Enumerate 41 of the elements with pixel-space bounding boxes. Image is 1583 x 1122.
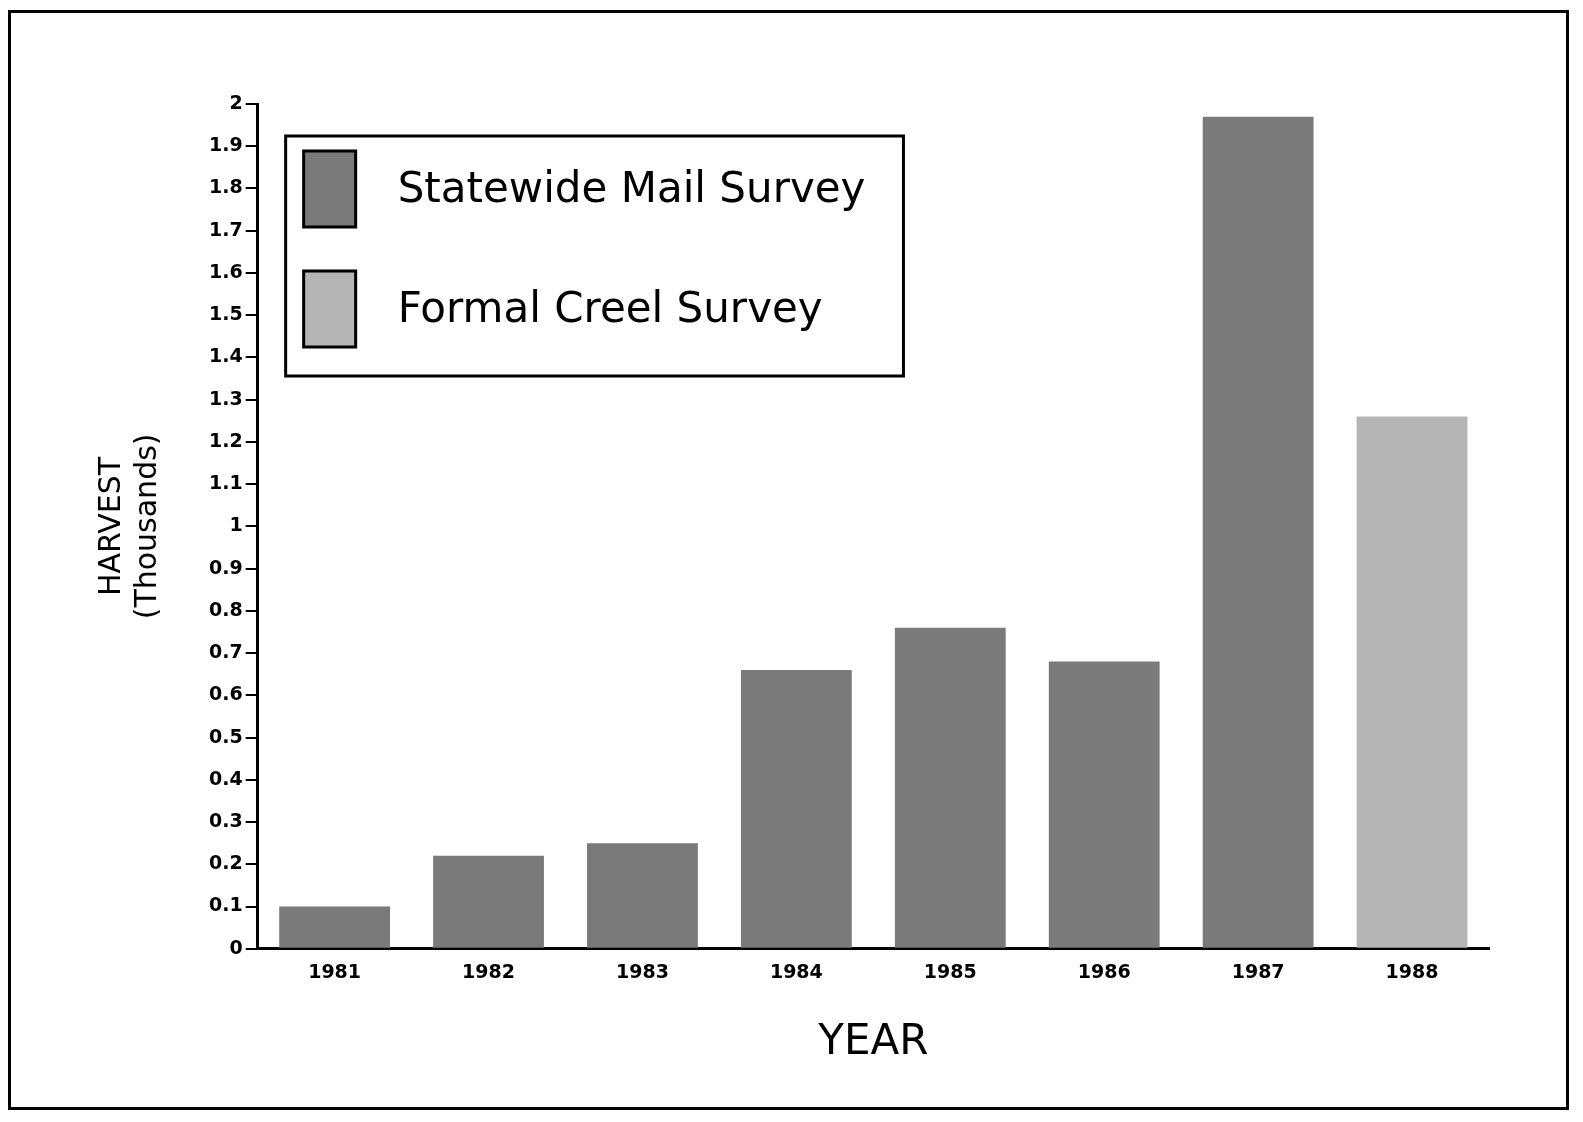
y-tick-label: 0.2 (208, 851, 243, 874)
bar (433, 855, 544, 948)
y-tick-label: 0.1 (208, 893, 243, 916)
bar (1202, 116, 1314, 948)
legend-label: Formal Creel Survey (397, 282, 823, 332)
x-tick-label: 1985 (923, 960, 977, 983)
bar (740, 670, 852, 948)
x-tick-label: 1988 (1385, 960, 1439, 983)
y-tick-label: 1.3 (208, 386, 243, 409)
y-tick-label: 1.9 (208, 133, 243, 156)
bar (279, 906, 391, 948)
y-tick-label: 0.4 (208, 766, 243, 789)
y-tick-label: 0 (229, 935, 243, 958)
y-tick-label: 1.6 (208, 259, 243, 282)
y-tick-label: 1.8 (208, 175, 243, 198)
x-tick-label: 1982 (462, 960, 515, 983)
x-tick-label: 1987 (1231, 960, 1285, 983)
bar (894, 627, 1006, 948)
x-tick-label: 1983 (616, 960, 669, 983)
x-axis-title: YEAR (817, 1014, 929, 1064)
y-tick-label: 0.9 (208, 555, 243, 578)
bar (587, 843, 698, 948)
y-tick-label: 0.5 (208, 724, 243, 747)
y-tick-label: 1 (229, 513, 243, 536)
y-tick-label: 0.3 (208, 809, 243, 832)
x-tick-label: 1981 (308, 960, 362, 983)
y-tick-label: 1.1 (208, 471, 243, 494)
y-tick-label: 0.6 (208, 682, 243, 705)
y-axis-title: HARVEST (Thousands) (91, 433, 163, 620)
y-tick-label: 1.4 (208, 344, 243, 367)
y-tick-label: 0.8 (208, 597, 243, 620)
bar (1356, 416, 1468, 948)
bar (1048, 661, 1160, 948)
y-tick-label: 1.5 (208, 302, 243, 325)
legend-label: Statewide Mail Survey (397, 162, 866, 212)
y-tick-label: 0.7 (208, 640, 243, 663)
y-tick-label: 1.7 (208, 217, 243, 240)
x-tick-label: 1986 (1077, 960, 1131, 983)
x-tick-label: 1984 (769, 960, 823, 983)
y-tick-label: 2 (229, 90, 243, 113)
y-tick-label: 1.2 (208, 428, 243, 451)
